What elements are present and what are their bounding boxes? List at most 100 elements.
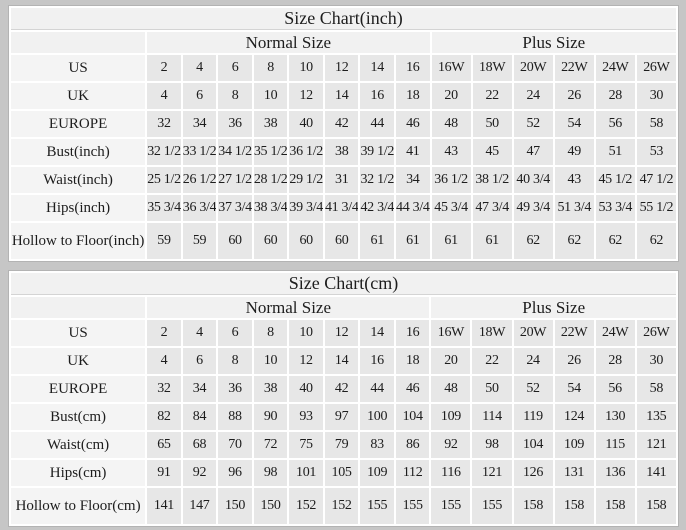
- row-label: UK: [11, 348, 146, 374]
- size-cell: 18W: [472, 320, 512, 346]
- size-cell: 20W: [513, 320, 553, 346]
- size-cell: 14: [360, 320, 394, 346]
- size-cell: 28: [595, 348, 635, 374]
- size-cell: 141: [147, 488, 181, 524]
- size-cell: 104: [513, 432, 553, 458]
- table-row: US 2 4 6 8 10 12 14 16 16W 18W 20W 22W 24W 26W: [11, 320, 676, 346]
- size-cell: 46: [395, 376, 430, 402]
- table-row: EUROPE 32 34 36 38 40 42 44 46 48 50 52 54 56 58: [11, 111, 676, 137]
- size-cell: 25 1/2: [147, 167, 181, 193]
- size-cell: 46: [396, 111, 430, 137]
- size-cell: 34: [182, 376, 217, 402]
- size-cell: 62: [554, 223, 594, 259]
- size-cell: 56: [595, 376, 635, 402]
- size-cell: 8: [218, 348, 252, 374]
- size-cell: 36 1/2: [431, 167, 471, 193]
- size-cell: 33 1/2: [182, 139, 217, 165]
- row-label: EUROPE: [11, 111, 146, 137]
- size-cell: 47: [513, 139, 553, 165]
- size-cell: 116: [431, 460, 471, 486]
- size-cell: 6: [218, 55, 252, 81]
- size-cell: 60: [324, 223, 359, 259]
- row-label: Hollow to Floor(inch): [11, 223, 146, 259]
- size-cell: 51 3/4: [554, 195, 594, 221]
- size-cell: 38: [253, 111, 288, 137]
- size-cell: 40: [289, 111, 323, 137]
- size-cell: 8: [218, 83, 252, 109]
- size-cell: 131: [554, 460, 594, 486]
- size-cell: 48: [431, 376, 471, 402]
- size-cell: 28: [595, 83, 635, 109]
- size-cell: 121: [636, 432, 676, 458]
- size-cell: 92: [182, 460, 217, 486]
- size-cell: 92: [431, 432, 471, 458]
- table-row: US 2 4 6 8 10 12 14 16 16W 18W 20W 22W 24W 26W: [11, 55, 676, 81]
- size-cell: 36: [218, 111, 252, 137]
- size-cell: 91: [147, 460, 181, 486]
- size-cell: 104: [395, 404, 430, 430]
- size-cell: 42: [324, 111, 359, 137]
- size-cell: 28 1/2: [253, 167, 288, 193]
- size-cell: 10: [253, 348, 288, 374]
- size-cell: 68: [182, 432, 217, 458]
- size-cell: 44: [360, 376, 394, 402]
- size-cell: 42: [324, 376, 359, 402]
- size-cell: 40 3/4: [513, 167, 553, 193]
- size-cell: 43: [554, 167, 594, 193]
- table-row: Bust(inch) 32 1/2 33 1/2 34 1/2 35 1/2 36 1/2…: [11, 139, 676, 165]
- row-label: EUROPE: [11, 376, 146, 402]
- size-cell: 42 3/4: [360, 195, 395, 221]
- size-cell: 16: [395, 320, 430, 346]
- size-cell: 34 1/2: [218, 139, 252, 165]
- size-cell: 18: [395, 348, 430, 374]
- size-cell: 58: [636, 111, 676, 137]
- size-cell: 6: [218, 320, 252, 346]
- size-cell: 4: [182, 55, 217, 81]
- table-row: UK 4 6 8 10 12 14 16 18 20 22 24 26 28 30: [11, 83, 676, 109]
- size-cell: 98: [472, 432, 512, 458]
- table-title: Size Chart(cm): [11, 273, 676, 295]
- size-cell: 22W: [554, 320, 594, 346]
- size-chart-inch-table: Size Chart(inch) Normal Size Plus Size US 2 4…: [8, 5, 679, 262]
- size-cell: 16: [360, 348, 394, 374]
- size-cell: 59: [182, 223, 217, 259]
- size-cell: 35 3/4: [147, 195, 181, 221]
- row-label: Bust(inch): [11, 139, 146, 165]
- corner-cell: [11, 297, 146, 318]
- size-cell: 93: [289, 404, 323, 430]
- size-cell: 31: [324, 167, 359, 193]
- size-cell: 97: [324, 404, 359, 430]
- size-cell: 126: [513, 460, 553, 486]
- size-cell: 130: [595, 404, 635, 430]
- group-header: Plus Size: [431, 297, 676, 318]
- table-row: Hollow to Floor(cm) 141 147 150 150 152 152 155…: [11, 488, 676, 524]
- size-cell: 6: [182, 83, 217, 109]
- size-cell: 79: [324, 432, 359, 458]
- group-header: Normal Size: [147, 32, 430, 53]
- table-row: EUROPE 32 34 36 38 40 42 44 46 48 50 52 54 56 58: [11, 376, 676, 402]
- size-cell: 20W: [513, 55, 553, 81]
- size-cell: 26: [554, 83, 594, 109]
- size-cell: 62: [513, 223, 553, 259]
- size-cell: 48: [431, 111, 471, 137]
- size-cell: 26: [554, 348, 594, 374]
- size-cell: 52: [513, 111, 553, 137]
- size-cell: 62: [595, 223, 635, 259]
- size-cell: 14: [324, 348, 359, 374]
- row-label: Bust(cm): [11, 404, 146, 430]
- size-cell: 38 1/2: [472, 167, 512, 193]
- size-cell: 41 3/4: [324, 195, 359, 221]
- size-cell: 14: [324, 83, 359, 109]
- size-cell: 115: [595, 432, 635, 458]
- size-cell: 44: [360, 111, 395, 137]
- size-cell: 44 3/4: [396, 195, 430, 221]
- size-cell: 82: [147, 404, 181, 430]
- size-cell: 98: [253, 460, 288, 486]
- size-cell: 14: [360, 55, 395, 81]
- size-cell: 32: [147, 376, 181, 402]
- size-cell: 24W: [595, 320, 635, 346]
- size-cell: 32 1/2: [147, 139, 181, 165]
- size-cell: 65: [147, 432, 181, 458]
- size-cell: 84: [182, 404, 217, 430]
- size-cell: 4: [147, 348, 181, 374]
